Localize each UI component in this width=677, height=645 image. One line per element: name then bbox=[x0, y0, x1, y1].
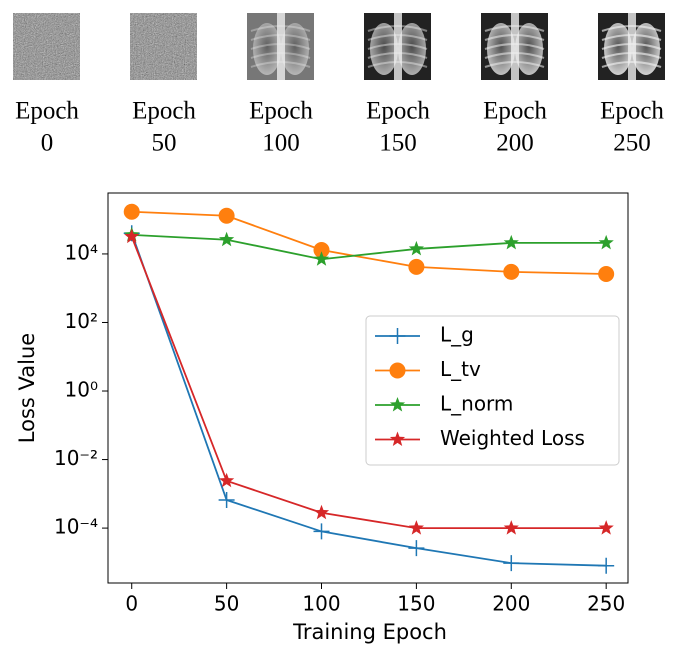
xray-lung bbox=[515, 23, 543, 75]
legend-marker bbox=[390, 363, 406, 379]
marker bbox=[598, 266, 614, 282]
y-tick-label: 10⁰ bbox=[65, 378, 98, 402]
panel-caption: Epoch bbox=[15, 98, 79, 125]
panel-caption: Epoch bbox=[249, 98, 313, 125]
marker bbox=[408, 259, 424, 275]
x-tick-label: 100 bbox=[302, 592, 340, 616]
y-tick-label: 10⁻² bbox=[54, 446, 98, 470]
panel-caption: Epoch bbox=[483, 98, 547, 125]
series-line bbox=[132, 235, 606, 259]
page: Epoch 0 Epoch 50 Epoch 100 Epoch 150 Epoch 200 Epo… bbox=[0, 0, 677, 645]
marker bbox=[408, 540, 424, 556]
noise-image bbox=[13, 13, 80, 80]
panel-epoch: 200 bbox=[496, 130, 534, 157]
xray-spine bbox=[511, 13, 519, 80]
xray-lung bbox=[632, 23, 660, 75]
y-tick-label: 10⁻⁴ bbox=[54, 515, 98, 539]
xray-spine bbox=[394, 13, 402, 80]
marker bbox=[314, 505, 329, 519]
xray-lung bbox=[370, 23, 398, 75]
xray-lung bbox=[604, 23, 632, 75]
panel-caption: Epoch bbox=[366, 98, 430, 125]
image-row: Epoch 0 Epoch 50 Epoch 100 Epoch 150 Epoch 200 Epo… bbox=[13, 13, 665, 157]
legend-label: L_g bbox=[440, 323, 474, 347]
marker bbox=[219, 232, 234, 246]
marker bbox=[314, 523, 330, 539]
figure: Epoch 0 Epoch 50 Epoch 100 Epoch 150 Epoch 200 Epo… bbox=[0, 0, 677, 645]
x-axis-label: Training Epoch bbox=[292, 620, 447, 644]
xray-spine bbox=[277, 13, 285, 80]
xray-lung bbox=[398, 23, 426, 75]
marker bbox=[409, 520, 424, 534]
marker bbox=[503, 555, 519, 571]
panel-epoch: 0 bbox=[41, 130, 54, 157]
marker bbox=[599, 520, 614, 534]
xray-lung bbox=[281, 23, 309, 75]
marker bbox=[219, 208, 235, 224]
x-tick-label: 250 bbox=[587, 592, 625, 616]
xray-lung bbox=[487, 23, 515, 75]
xray-lung bbox=[253, 23, 281, 75]
marker bbox=[503, 264, 519, 280]
panel-epoch: 150 bbox=[379, 130, 417, 157]
y-tick-label: 10² bbox=[65, 309, 98, 333]
y-axis-label: Loss Value bbox=[15, 333, 39, 443]
panel-epoch: 100 bbox=[262, 130, 300, 157]
panel-epoch: 250 bbox=[613, 130, 651, 157]
marker bbox=[219, 492, 235, 508]
panel-epoch: 50 bbox=[152, 130, 177, 157]
marker bbox=[598, 558, 614, 574]
x-tick-label: 200 bbox=[492, 592, 530, 616]
marker bbox=[599, 235, 614, 249]
y-tick-label: 10⁴ bbox=[65, 240, 98, 264]
legend-label: L_norm bbox=[440, 392, 513, 416]
marker bbox=[124, 204, 140, 220]
legend-label: Weighted Loss bbox=[440, 426, 585, 450]
panel-caption: Epoch bbox=[600, 98, 664, 125]
noise-image bbox=[130, 13, 197, 80]
xray-spine bbox=[628, 13, 636, 80]
x-tick-label: 50 bbox=[214, 592, 239, 616]
panel-caption: Epoch bbox=[132, 98, 196, 125]
legend-label: L_tv bbox=[440, 357, 481, 381]
marker bbox=[504, 235, 519, 249]
marker bbox=[504, 520, 519, 534]
x-tick-label: 150 bbox=[397, 592, 435, 616]
marker bbox=[409, 241, 424, 255]
x-tick-label: 0 bbox=[125, 592, 138, 616]
